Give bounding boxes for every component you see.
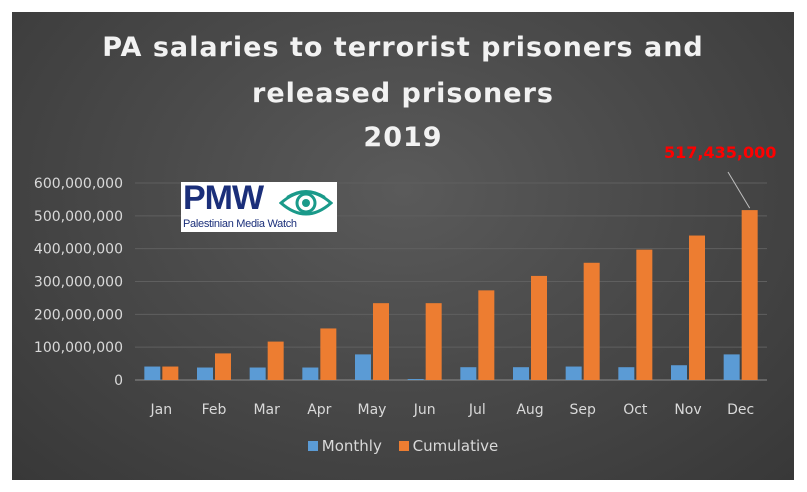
x-tick-label: Sep (569, 402, 596, 418)
x-tick-label: Nov (674, 402, 701, 418)
bar-monthly-jan (144, 366, 161, 380)
bar-cumulative-mar (267, 341, 284, 380)
bar-monthly-aug (513, 367, 529, 380)
eye-icon (279, 190, 333, 216)
logo-wordmark: PMW (183, 182, 264, 217)
bar-cumulative-feb (215, 353, 231, 380)
bar-cumulative-jan (162, 366, 179, 380)
bar-monthly-may (355, 354, 371, 380)
bar-monthly-feb (197, 367, 213, 380)
callout-total-label: 517,435,000 (664, 143, 777, 162)
y-axis-ticks: 0 100,000,000 200,000,000 300,000,000 400,00… (34, 176, 123, 389)
legend-item-cumulative: Cumulative (398, 437, 499, 455)
logo-subtitle: Palestinian Media Watch (183, 218, 297, 230)
callout-leader-line (727, 171, 751, 209)
legend-swatch-monthly (307, 441, 318, 451)
bar-monthly-dec (723, 354, 740, 380)
legend-label-monthly: Monthly (321, 437, 382, 455)
bar-cumulative-may (373, 303, 389, 380)
x-tick-label: Apr (307, 402, 331, 418)
x-axis-ticks: Jan Feb Mar Apr May Jun Jul Aug Sep Oct Nov Dec (150, 402, 755, 418)
bar-cumulative-jul (478, 290, 495, 380)
y-tick-label: 200,000,000 (34, 307, 123, 323)
bars (144, 210, 758, 380)
pmw-logo: PMW Palestinian Media Watch (181, 182, 337, 232)
y-tick-label: 0 (114, 373, 123, 389)
bar-monthly-apr (302, 367, 319, 380)
chart-title-line-1: PA salaries to terrorist prisoners and (102, 32, 704, 63)
bar-cumulative-sep (583, 262, 600, 380)
y-tick-label: 400,000,000 (34, 242, 123, 258)
gridlines (135, 182, 767, 381)
bar-cumulative-aug (531, 275, 547, 380)
y-tick-label: 600,000,000 (34, 176, 123, 192)
x-tick-label: Jul (468, 402, 486, 418)
plot-area: 0 100,000,000 200,000,000 300,000,000 400,00… (34, 171, 767, 418)
legend-swatch-cumulative (398, 441, 409, 451)
bar-monthly-mar (249, 367, 266, 380)
bar-monthly-oct (618, 367, 635, 380)
x-tick-label: Dec (727, 402, 754, 418)
x-tick-label: Mar (253, 402, 280, 418)
bar-cumulative-oct (636, 249, 653, 380)
bar-cumulative-nov (689, 235, 705, 380)
y-tick-label: 500,000,000 (34, 209, 123, 225)
bar-monthly-sep (565, 366, 582, 380)
legend-item-monthly: Monthly (307, 437, 382, 455)
x-tick-label: May (358, 402, 387, 418)
bar-cumulative-dec (741, 210, 758, 380)
y-tick-label: 300,000,000 (34, 275, 123, 291)
bar-cumulative-apr (320, 328, 337, 380)
bar-monthly-jul (460, 367, 477, 380)
x-tick-label: Jun (413, 402, 436, 418)
bar-cumulative-jun (425, 303, 442, 380)
bar-monthly-jun (407, 379, 424, 380)
y-tick-label: 100,000,000 (34, 340, 123, 356)
x-tick-label: Feb (202, 402, 227, 418)
chart-title-year: 2019 (363, 122, 443, 153)
legend-label-cumulative: Cumulative (412, 437, 499, 455)
chart-panel: PA salaries to terrorist prisoners and r… (12, 12, 794, 480)
bar-monthly-nov (671, 365, 687, 380)
x-tick-label: Jan (150, 402, 173, 418)
x-tick-label: Aug (516, 402, 543, 418)
legend: Monthly Cumulative (12, 437, 794, 455)
chart-title-line-2: released prisoners (252, 78, 554, 109)
x-tick-label: Oct (623, 402, 648, 418)
